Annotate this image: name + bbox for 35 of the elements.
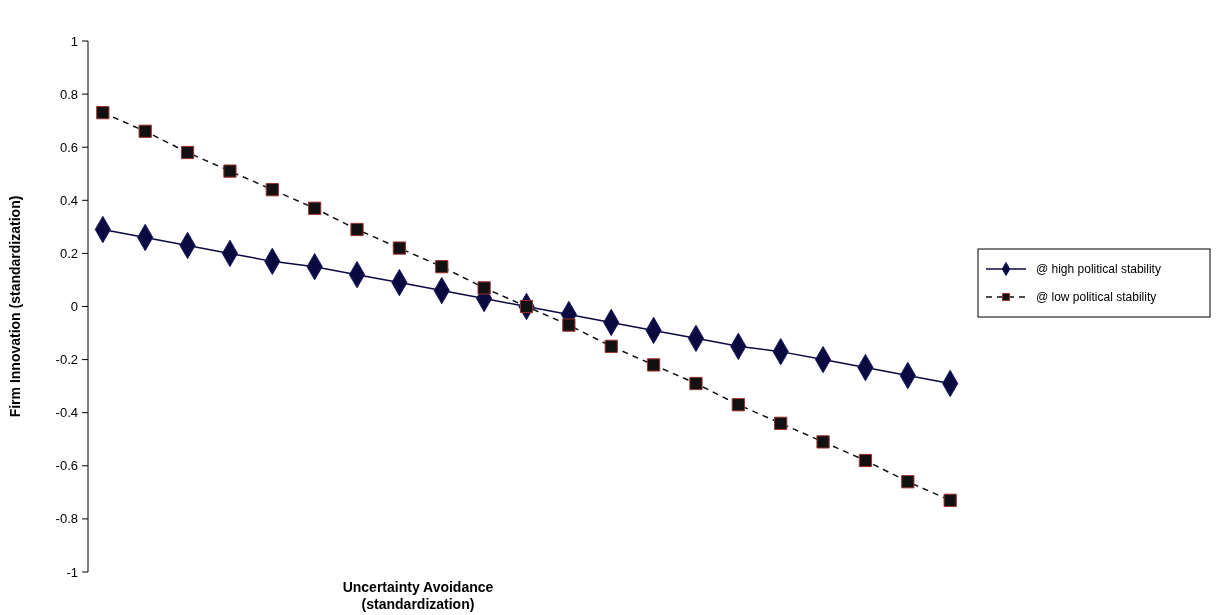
- point: [901, 475, 915, 489]
- point: [435, 260, 449, 274]
- point: [308, 201, 322, 215]
- point: [858, 453, 873, 468]
- y-tick-label: -0.8: [55, 511, 78, 527]
- point: [646, 358, 661, 372]
- y-tick-label: 1: [70, 33, 78, 49]
- y-axis-title: Firm Innovation (standardization): [7, 195, 23, 418]
- legend-label: @ low political stability: [1036, 290, 1157, 305]
- point: [96, 106, 110, 120]
- y-tick-label: -1: [66, 564, 78, 580]
- legend-label: @ high political stability: [1036, 262, 1161, 277]
- y-tick-label: -0.6: [55, 458, 78, 474]
- y-tick-label: 0: [70, 299, 78, 315]
- point: [392, 241, 407, 255]
- y-tick-label: 0.8: [59, 86, 78, 102]
- point: [562, 318, 576, 332]
- point: [604, 339, 618, 353]
- point: [816, 435, 830, 449]
- point: [731, 398, 745, 412]
- y-tick-label: 0.4: [59, 192, 78, 208]
- y-tick-label: 0.2: [59, 245, 78, 261]
- point: [774, 416, 788, 430]
- y-tick-label: 0.6: [59, 139, 78, 155]
- point: [943, 493, 957, 507]
- point: [223, 164, 237, 178]
- point: [477, 281, 491, 295]
- y-tick-label: -0.4: [55, 405, 78, 421]
- x-axis-title: Uncertainty Avoidance (standardization): [342, 579, 494, 612]
- point: [350, 222, 364, 237]
- point: [689, 376, 703, 391]
- point: [180, 145, 195, 160]
- point: [265, 183, 279, 197]
- y-tick-label: -0.2: [55, 352, 78, 368]
- point: [138, 124, 152, 138]
